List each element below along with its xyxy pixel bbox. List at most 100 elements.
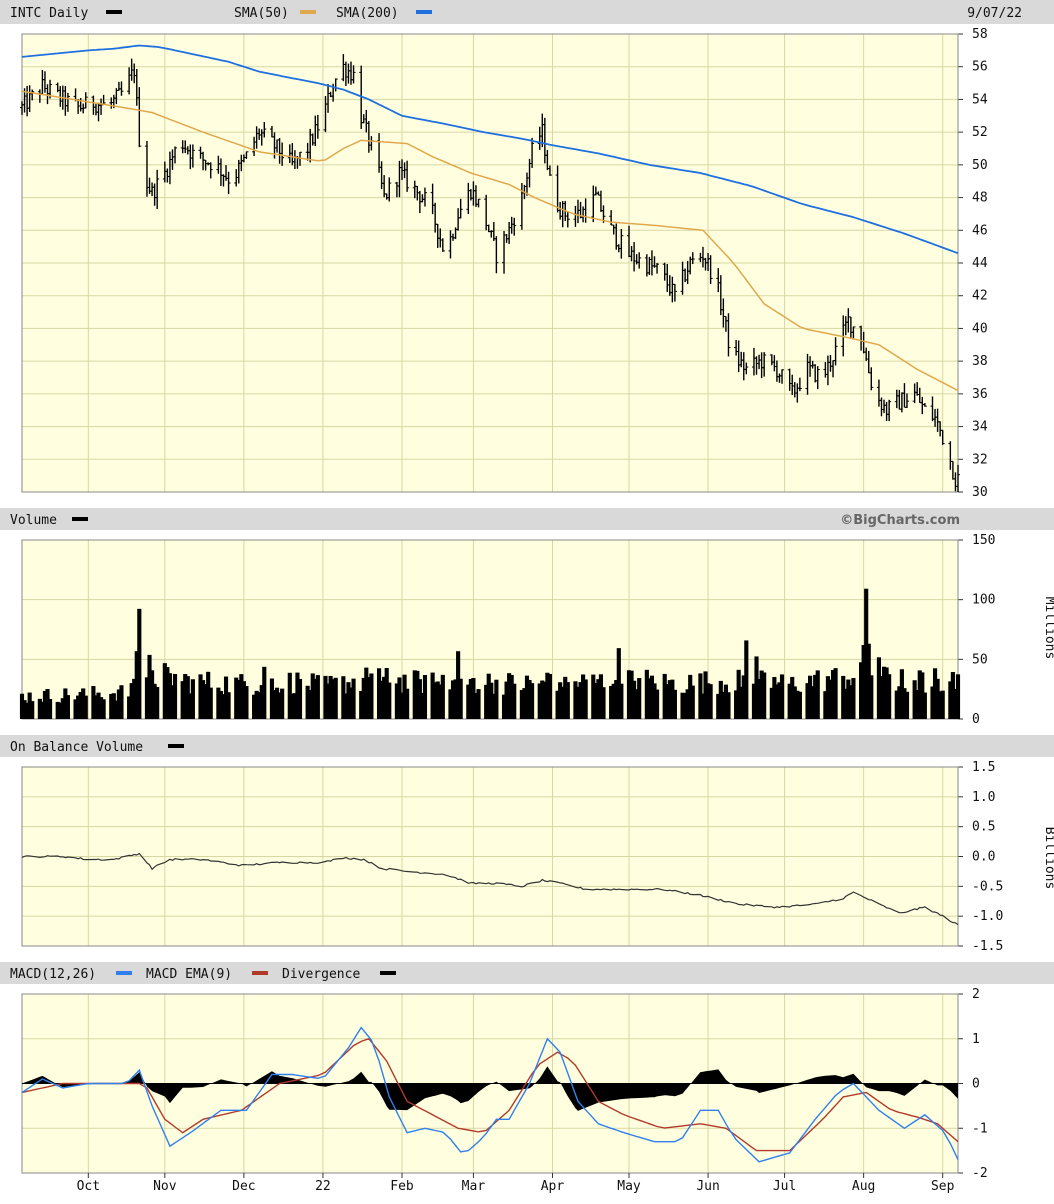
volume-bar [920,672,925,719]
volume-bar [611,683,616,719]
volume-bar [884,667,889,719]
volume-bar [453,679,458,719]
volume-bar [879,675,884,719]
volume-bar [716,693,721,719]
volume-bar [810,686,815,719]
volume-bar [830,670,836,719]
sma50-legend-swatch [300,10,316,14]
macd-tick-label: -2 [972,1166,988,1181]
volume-bar [198,674,203,719]
volume-tick-label: 150 [972,533,995,548]
volume-bar [647,678,652,719]
volume-bar [417,679,422,719]
chart-date: 9/07/22 [967,6,1022,21]
volume-bar [203,684,208,719]
volume-bar [864,588,869,719]
volume-bar [30,701,35,719]
volume-bar [440,674,445,719]
volume-bar [78,691,83,719]
volume-bar [950,672,955,719]
macd-legend-label: MACD(12,26) [10,967,96,982]
divergence-legend-swatch [380,971,396,975]
price-panel-title: INTC Daily [10,6,88,21]
volume-bar [295,672,300,719]
volume-bar [45,688,50,719]
volume-bar [308,690,313,719]
volume-bar [387,682,392,719]
volume-bar [537,683,542,719]
volume-bar [851,677,856,719]
volume-bar [912,680,917,719]
volume-bar [848,685,853,719]
volume-bar [382,676,387,719]
volume-bar [328,675,333,719]
volume-bar [667,680,672,719]
volume-bar [688,674,693,719]
volume-bar [277,692,282,719]
volume-bar [119,685,124,719]
price-tick-label: 52 [972,125,988,140]
volume-bar [369,673,374,719]
volume-bar [705,683,711,719]
volume-bar [331,679,336,719]
x-tick-label: Apr [541,1179,565,1194]
volume-bar [644,669,649,719]
volume-bar [83,695,88,719]
volume-bar [601,687,606,719]
volume-panel-title: Volume [10,513,57,528]
volume-bar [512,683,517,719]
volume-bar [76,695,81,719]
volume-bar [662,673,667,719]
volume-bar [376,668,382,719]
volume-bar [734,690,739,719]
volume-bar [81,688,86,719]
obv-tick-label: 1.5 [972,760,995,775]
volume-bar [379,680,384,719]
volume-bar [127,696,132,719]
volume-bar [774,684,779,719]
macd-ema-legend-swatch [252,971,268,975]
volume-bar [466,684,471,719]
volume-bar [305,685,310,719]
volume-bar [609,685,614,719]
obv-panel: 1.5 1.0 0.5 0.0 -0.5 -1.0 -1.5 [21,760,1003,954]
volume-bar [272,690,277,719]
volume-bar [420,692,425,719]
price-tick-label: 58 [972,27,988,42]
volume-bar [415,670,420,719]
volume-bar [522,688,527,719]
volume-bar [754,656,759,719]
volume-bar [149,670,155,719]
volume-bar [433,682,438,719]
price-tick-label: 30 [972,485,988,500]
volume-bar [402,674,407,719]
x-axis: Oct Nov Dec 22 Feb Mar Apr May Jun Jul Aug Sep [77,1173,955,1194]
volume-bar [859,662,864,719]
volume-bar [736,669,741,719]
price-tick-label: 38 [972,354,988,369]
volume-bar [790,676,795,719]
volume-bar [649,675,655,719]
volume-bar [47,698,53,719]
x-tick-label: Mar [462,1179,486,1194]
volume-bar [593,683,598,719]
volume-bar [188,693,193,719]
x-tick-label: Jun [696,1179,719,1194]
volume-bar [448,689,453,719]
volume-bar [563,676,568,719]
volume-bar [813,674,818,719]
volume-bar [359,690,364,719]
volume-bar [833,668,838,719]
volume-bar [545,672,550,719]
volume-bar [935,678,940,719]
volume-bar [887,674,892,719]
volume-bar [524,675,530,719]
volume-bar [22,700,27,719]
x-tick-label: Feb [390,1179,414,1194]
volume-bar [542,681,547,719]
price-tick-label: 40 [972,321,988,336]
x-tick-label: 22 [315,1179,331,1194]
volume-bar [438,684,443,719]
volume-bar [846,679,851,719]
